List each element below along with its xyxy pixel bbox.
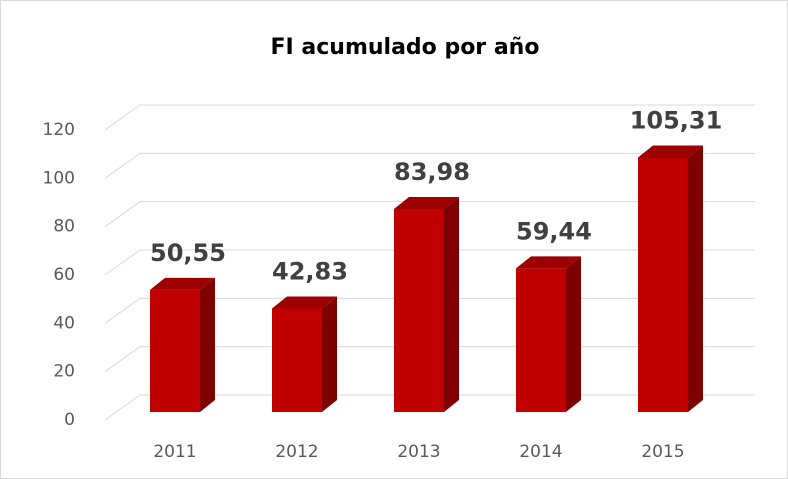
bar-side	[200, 277, 215, 412]
x-tick-label: 2011	[153, 442, 196, 462]
bar-side	[444, 197, 459, 412]
bar-side	[688, 145, 703, 412]
bar-top	[516, 256, 581, 269]
bar-side	[566, 256, 581, 412]
y-tick-label: 40	[53, 313, 75, 333]
bar	[516, 256, 581, 412]
chart-title: FI acumulado por año	[271, 35, 540, 60]
grid-line	[104, 152, 755, 179]
y-tick-label: 0	[64, 410, 75, 430]
y-tick-label: 120	[43, 120, 75, 140]
data-label: 105,31	[630, 107, 723, 135]
y-tick-label: 20	[53, 362, 75, 382]
bar-top	[394, 197, 459, 210]
x-tick-label: 2012	[275, 442, 318, 462]
bar-side	[322, 296, 337, 412]
grid-line	[104, 249, 755, 276]
y-tick-label: 80	[53, 217, 75, 237]
data-label: 83,98	[394, 158, 470, 186]
bar-front	[638, 157, 688, 412]
bar	[638, 145, 703, 412]
x-tick-label: 2015	[641, 442, 684, 462]
bar	[394, 197, 459, 412]
bar-front	[272, 308, 322, 412]
bar	[150, 277, 215, 412]
x-tick-label: 2014	[519, 442, 562, 462]
bar	[272, 296, 337, 412]
grid-line	[104, 104, 755, 131]
data-label: 59,44	[516, 217, 592, 245]
bar-front	[516, 268, 566, 412]
y-tick-label: 100	[43, 168, 75, 188]
bar-front	[394, 209, 444, 412]
bar-top	[150, 277, 215, 290]
grid-line	[104, 201, 755, 228]
bar-top	[638, 145, 703, 158]
data-label: 50,55	[150, 239, 226, 267]
x-tick-label: 2013	[397, 442, 440, 462]
bar-top	[272, 296, 337, 309]
bar-front	[150, 289, 200, 412]
data-label: 42,83	[272, 257, 348, 285]
y-tick-label: 60	[53, 265, 75, 285]
